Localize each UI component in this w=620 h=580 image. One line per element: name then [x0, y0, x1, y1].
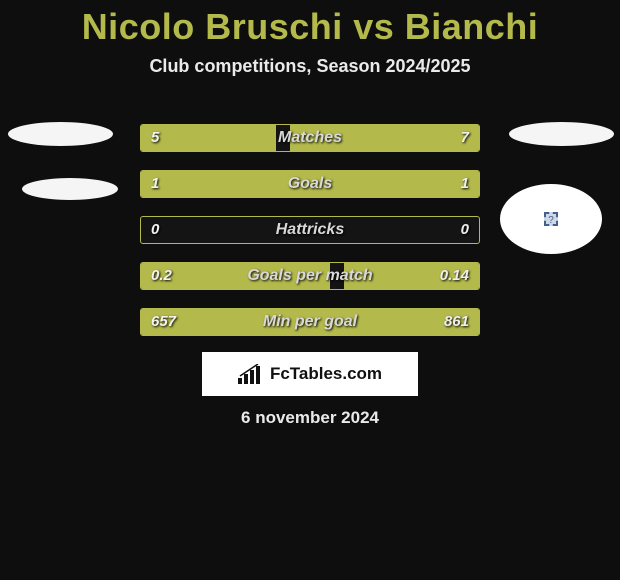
brand-bars-icon	[238, 364, 264, 384]
date-text: 6 november 2024	[0, 408, 620, 428]
stats-rows: 5 Matches 7 1 Goals 1 0 Hattricks 0 0.2 …	[140, 124, 480, 354]
comparison-infographic: Nicolo Bruschi vs Bianchi Club competiti…	[0, 0, 620, 580]
player-left-avatar-1	[8, 122, 113, 146]
page-title: Nicolo Bruschi vs Bianchi	[0, 0, 620, 48]
stat-value-right: 0	[461, 217, 469, 243]
stat-row-hattricks: 0 Hattricks 0	[140, 216, 480, 244]
page-subtitle: Club competitions, Season 2024/2025	[0, 56, 620, 77]
stat-row-matches: 5 Matches 7	[140, 124, 480, 152]
stat-value-right: 861	[444, 309, 469, 335]
player-right-avatar-2: ?	[500, 184, 602, 254]
player-left-avatar-2	[22, 178, 118, 200]
player-right-avatar-1	[509, 122, 614, 146]
stat-label: Goals per match	[141, 263, 479, 289]
stat-value-right: 7	[461, 125, 469, 151]
stat-row-goals: 1 Goals 1	[140, 170, 480, 198]
stat-label: Matches	[141, 125, 479, 151]
image-placeholder-icon: ?	[544, 212, 558, 226]
stat-row-goals-per-match: 0.2 Goals per match 0.14	[140, 262, 480, 290]
stat-row-min-per-goal: 657 Min per goal 861	[140, 308, 480, 336]
stat-label: Min per goal	[141, 309, 479, 335]
brand-text: FcTables.com	[270, 364, 382, 384]
stat-label: Hattricks	[141, 217, 479, 243]
brand-badge: FcTables.com	[202, 352, 418, 396]
stat-value-right: 1	[461, 171, 469, 197]
stat-label: Goals	[141, 171, 479, 197]
stat-value-right: 0.14	[440, 263, 469, 289]
